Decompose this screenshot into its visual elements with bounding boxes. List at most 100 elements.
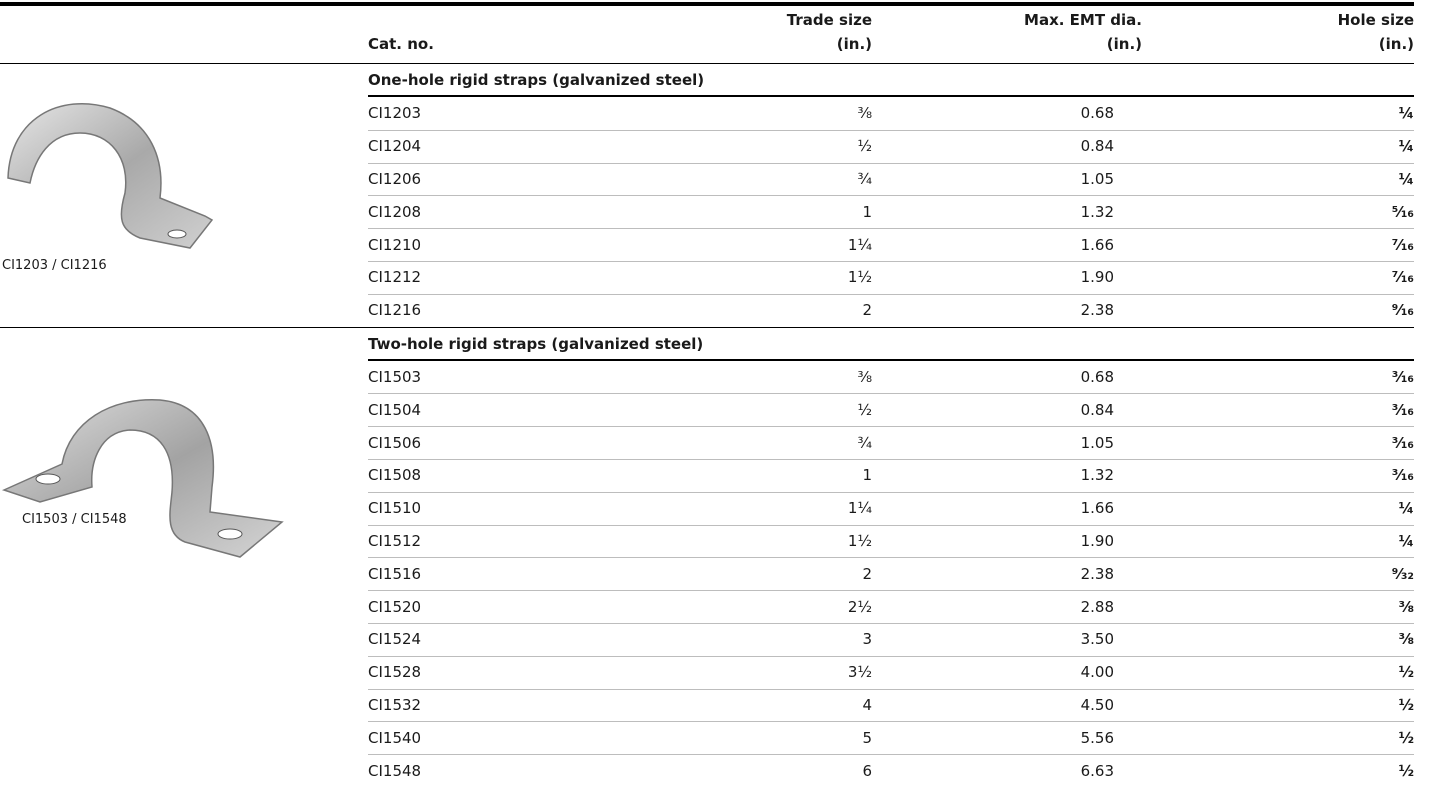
hole-size: ⁹⁄₁₆	[1164, 300, 1414, 320]
cat-no: CI1540	[368, 728, 421, 748]
header-trade_size-unit: (in.)	[622, 34, 872, 54]
row-rule	[368, 195, 1414, 196]
hole-size: ⅜	[1164, 629, 1414, 649]
trade-size: 3½	[622, 662, 872, 682]
row-rule	[368, 754, 1414, 755]
header-hole_size: Hole size	[1164, 10, 1414, 30]
section-title-rule	[368, 95, 1414, 97]
row-rule	[368, 689, 1414, 690]
section-title: Two-hole rigid straps (galvanized steel)	[368, 334, 703, 354]
hole-size: ¼	[1164, 136, 1414, 156]
max-emt-dia: 1.90	[864, 267, 1114, 287]
cat-no: CI1212	[368, 267, 421, 287]
cat-no: CI1532	[368, 695, 421, 715]
section-rule	[0, 327, 1414, 328]
trade-size: ½	[622, 400, 872, 420]
trade-size: 2½	[622, 597, 872, 617]
trade-size: 1½	[622, 267, 872, 287]
image-caption: CI1503 / CI1548	[22, 512, 127, 527]
row-rule	[368, 426, 1414, 427]
cat-no: CI1510	[368, 498, 421, 518]
hole-size: ¼	[1164, 169, 1414, 189]
cat-no: CI1504	[368, 400, 421, 420]
cat-no: CI1516	[368, 564, 421, 584]
max-emt-dia: 2.38	[864, 564, 1114, 584]
row-rule	[368, 492, 1414, 493]
trade-size: ½	[622, 136, 872, 156]
top-rule	[0, 2, 1414, 6]
header-rule	[0, 63, 1414, 64]
hole-size: ½	[1164, 662, 1414, 682]
hole-size: ³⁄₁₆	[1164, 433, 1414, 453]
hole-size: ½	[1164, 761, 1414, 781]
max-emt-dia: 0.68	[864, 103, 1114, 123]
max-emt-dia: 1.66	[864, 235, 1114, 255]
trade-size: 1	[622, 202, 872, 222]
max-emt-dia: 1.05	[864, 169, 1114, 189]
header-max_emt-unit: (in.)	[892, 34, 1142, 54]
max-emt-dia: 2.38	[864, 300, 1114, 320]
row-rule	[368, 294, 1414, 295]
cat-no: CI1506	[368, 433, 421, 453]
hole-size: ⅜	[1164, 597, 1414, 617]
hole-size: ½	[1164, 695, 1414, 715]
trade-size: 1	[622, 465, 872, 485]
max-emt-dia: 4.00	[864, 662, 1114, 682]
row-rule	[368, 623, 1414, 624]
row-rule	[368, 130, 1414, 131]
hole-size: ³⁄₁₆	[1164, 367, 1414, 387]
cat-no: CI1524	[368, 629, 421, 649]
trade-size: 1½	[622, 531, 872, 551]
cat-no: CI1203	[368, 103, 421, 123]
max-emt-dia: 1.32	[864, 465, 1114, 485]
row-rule	[368, 228, 1414, 229]
max-emt-dia: 0.84	[864, 400, 1114, 420]
max-emt-dia: 1.32	[864, 202, 1114, 222]
max-emt-dia: 1.05	[864, 433, 1114, 453]
page: {"header": {"cat_no": "Cat. no.", "trade…	[0, 0, 1434, 791]
cat-no: CI1528	[368, 662, 421, 682]
row-rule	[368, 163, 1414, 164]
cat-no: CI1548	[368, 761, 421, 781]
trade-size: 4	[622, 695, 872, 715]
max-emt-dia: 1.90	[864, 531, 1114, 551]
max-emt-dia: 2.88	[864, 597, 1114, 617]
header-hole_size-unit: (in.)	[1164, 34, 1414, 54]
hole-size: ¼	[1164, 531, 1414, 551]
section-title: One-hole rigid straps (galvanized steel)	[368, 70, 704, 90]
header-cat-no: Cat. no.	[368, 34, 434, 54]
cat-no: CI1503	[368, 367, 421, 387]
hole-size: ³⁄₁₆	[1164, 400, 1414, 420]
cat-no: CI1520	[368, 597, 421, 617]
trade-size: 5	[622, 728, 872, 748]
cat-no: CI1204	[368, 136, 421, 156]
image-caption: CI1203 / CI1216	[2, 258, 107, 273]
trade-size: 1¼	[622, 235, 872, 255]
row-rule	[368, 557, 1414, 558]
max-emt-dia: 5.56	[864, 728, 1114, 748]
hole-size: ¼	[1164, 498, 1414, 518]
trade-size: 3	[622, 629, 872, 649]
row-rule	[368, 261, 1414, 262]
trade-size: 2	[622, 300, 872, 320]
section-title-rule	[368, 359, 1414, 361]
two-hole-strap-image	[0, 392, 290, 562]
max-emt-dia: 0.84	[864, 136, 1114, 156]
row-rule	[368, 590, 1414, 591]
cat-no: CI1210	[368, 235, 421, 255]
max-emt-dia: 1.66	[864, 498, 1114, 518]
max-emt-dia: 6.63	[864, 761, 1114, 781]
trade-size: ¾	[622, 433, 872, 453]
one-hole-strap-image	[0, 98, 220, 258]
max-emt-dia: 0.68	[864, 367, 1114, 387]
header-trade_size: Trade size	[622, 10, 872, 30]
hole-size: ³⁄₁₆	[1164, 465, 1414, 485]
cat-no: CI1216	[368, 300, 421, 320]
max-emt-dia: 3.50	[864, 629, 1114, 649]
cat-no: CI1508	[368, 465, 421, 485]
row-rule	[368, 721, 1414, 722]
header-max_emt: Max. EMT dia.	[892, 10, 1142, 30]
hole-size: ⁹⁄₃₂	[1164, 564, 1414, 584]
row-rule	[368, 393, 1414, 394]
cat-no: CI1206	[368, 169, 421, 189]
